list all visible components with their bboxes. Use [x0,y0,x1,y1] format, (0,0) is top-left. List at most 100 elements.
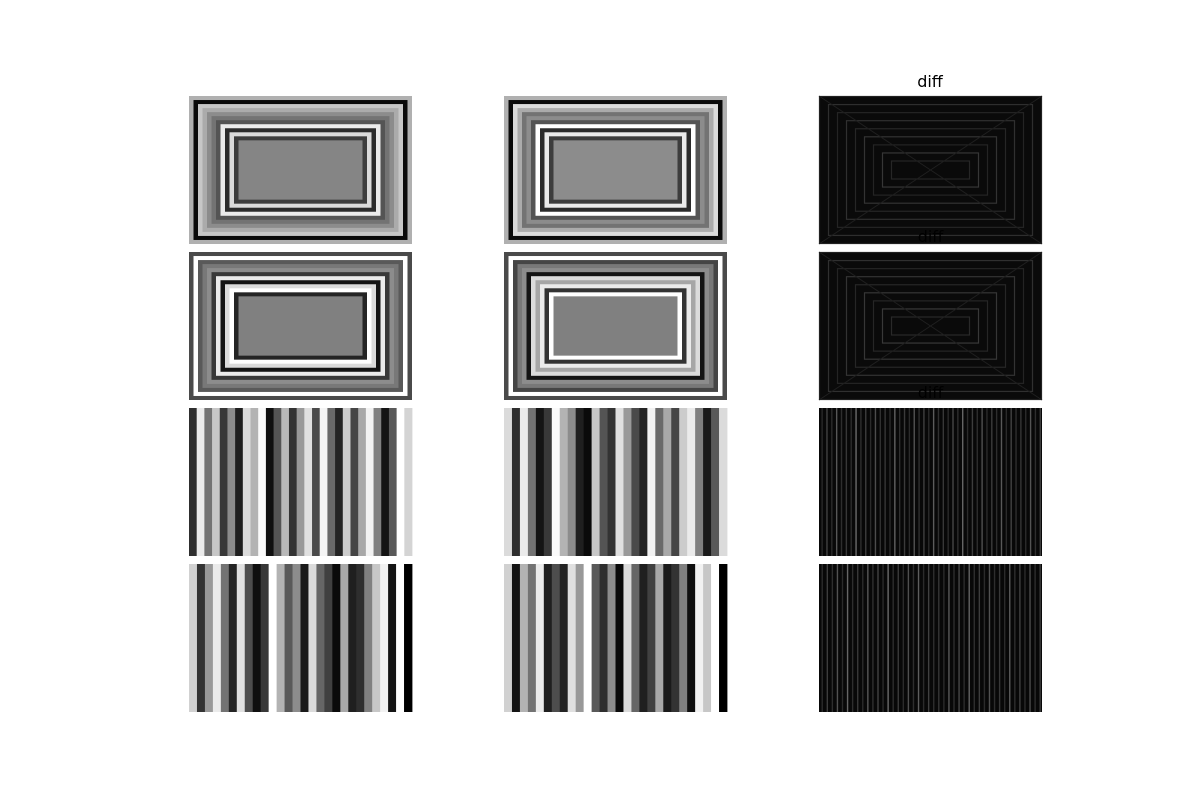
stripe-17 [324,564,333,712]
stripe-15 [308,564,317,712]
stripe-5 [227,408,236,556]
stripe-2 [519,408,529,556]
stripe-5 [543,408,553,556]
diff-edge-2 [836,268,1025,384]
stripe-6 [551,408,561,556]
stripe-25 [703,408,712,556]
stripe-21 [671,408,680,556]
diff-line-2 [831,564,834,712]
stripe-27 [719,408,728,556]
stripe-19 [655,564,664,712]
stripe-22 [358,408,367,556]
diff-line-34 [993,564,996,712]
diff-line-23 [932,408,935,556]
stripe-7 [559,408,569,556]
diff-line-4 [841,564,844,712]
stripe-24 [373,408,382,556]
stripe-0 [189,564,198,712]
diff-line-45 [1039,408,1041,556]
diff-line-32 [976,408,978,556]
panel-diff-4 [819,564,1042,712]
stripe-14 [615,408,624,556]
stripe-25 [381,408,390,556]
stripe-14 [300,564,309,712]
diff-line-21 [927,564,930,712]
diff-diagonal-b [818,251,1043,401]
diff-line-37 [1009,564,1011,712]
diff-line-13 [884,408,886,556]
stripe-4 [535,408,545,556]
diff-line-31 [971,408,974,556]
diff-line-31 [978,564,981,712]
diff-line-0 [821,564,823,712]
panel-title-diff-3-0: diff [918,383,945,402]
stripe-9 [258,408,267,556]
stripe-17 [639,564,648,712]
stripe-22 [364,564,373,712]
diff-line-26 [953,564,955,712]
diff-line-32 [983,564,986,712]
stripe-13 [607,564,616,712]
stripe-23 [372,564,381,712]
panel-stripes-b-1 [504,408,728,556]
stripe-3 [212,564,222,712]
diff-line-27 [952,408,954,556]
stripe-27 [396,408,405,556]
diff-line-43 [1029,408,1032,556]
diff-edge-6 [872,144,989,196]
stripe-11 [591,408,600,556]
stripe-9 [260,564,270,712]
diff-line-34 [986,408,988,556]
diff-line-24 [943,564,945,712]
stripe-18 [327,408,336,556]
stripe-15 [623,564,632,712]
ring-11 [238,140,363,200]
stripe-4 [535,564,545,712]
diff-line-9 [865,408,867,556]
diff-edge-3 [845,276,1016,376]
panel-diff-2 [818,251,1043,401]
diff-line-22 [933,564,935,712]
stripe-7 [559,564,569,712]
stripe-25 [703,564,712,712]
diff-line-25 [948,564,950,712]
diff-line-14 [889,408,891,556]
stripe-19 [340,564,349,712]
stripe-17 [639,408,648,556]
diff-line-40 [1024,564,1026,712]
diff-line-0 [821,408,823,556]
stripe-3 [527,564,537,712]
diff-line-35 [991,408,993,556]
stripe-9 [575,408,585,556]
stripe-25 [388,564,397,712]
diff-line-27 [958,564,960,712]
stripe-19 [335,408,344,556]
stripe-1 [196,564,206,712]
stripe-27 [404,564,413,712]
diff-edge-0 [818,251,1043,401]
stripe-20 [663,564,672,712]
diff-line-12 [882,564,884,712]
panel-stripes-a-1 [189,408,413,556]
stripe-6 [551,564,561,712]
stripe-1 [196,408,205,556]
stripe-1 [511,564,521,712]
stripe-0 [504,564,513,712]
diff-edge-4 [854,284,1007,368]
ring-11 [553,140,678,200]
panel-diff-3 [819,408,1042,556]
stripe-7 [242,408,251,556]
stripe-7 [244,564,254,712]
ring-11 [553,296,678,356]
stripe-16 [631,408,640,556]
diff-line-1 [826,564,829,712]
stripe-3 [527,408,537,556]
diff-edge-4 [854,128,1007,212]
diff-line-7 [855,408,857,556]
stripe-4 [220,564,230,712]
stripe-16 [312,408,321,556]
stripe-17 [319,408,328,556]
diff-line-22 [928,408,930,556]
stripe-2 [519,564,529,712]
diff-line-43 [1039,564,1041,712]
